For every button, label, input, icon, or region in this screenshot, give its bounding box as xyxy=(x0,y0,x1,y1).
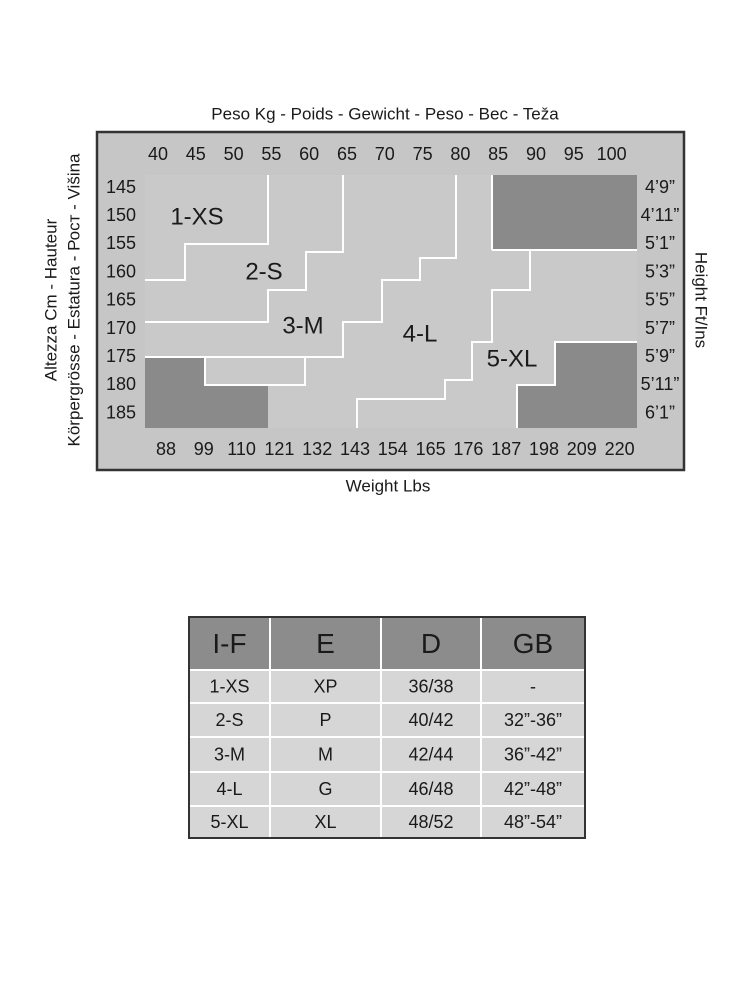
table-cell: 48”-54” xyxy=(504,812,562,832)
table-cell: XL xyxy=(314,812,336,832)
kg-label: 95 xyxy=(564,144,584,164)
kg-label: 75 xyxy=(413,144,433,164)
size-label: 4-L xyxy=(403,320,438,347)
lbs-label: 154 xyxy=(378,439,408,459)
lbs-label: 88 xyxy=(156,439,176,459)
kg-label: 70 xyxy=(375,144,395,164)
size-table xyxy=(188,616,586,839)
cm-label: 155 xyxy=(106,233,136,253)
table-header-bg xyxy=(190,618,584,670)
kg-label: 85 xyxy=(488,144,508,164)
out-of-range-area xyxy=(492,175,637,250)
ft-label: 5’3” xyxy=(645,261,675,281)
lbs-label: 121 xyxy=(264,439,294,459)
ft-label: 4’11” xyxy=(641,205,680,225)
cm-label: 175 xyxy=(106,346,136,366)
lbs-label: 209 xyxy=(567,439,597,459)
lbs-label: 187 xyxy=(491,439,521,459)
table-cell: G xyxy=(318,779,332,799)
table-cell: - xyxy=(530,676,536,696)
lbs-label: 143 xyxy=(340,439,370,459)
table-cell: P xyxy=(319,710,331,730)
lbs-label: 165 xyxy=(416,439,446,459)
table-cell: 1-XS xyxy=(209,676,249,696)
ft-label: 5’5” xyxy=(645,290,675,310)
size-label: 1-XS xyxy=(170,203,223,230)
size-label: 2-S xyxy=(245,258,282,285)
table-cell: 40/42 xyxy=(408,710,453,730)
ft-label: 5’9” xyxy=(645,346,675,366)
lbs-label: 110 xyxy=(227,439,256,459)
table-cell: 2-S xyxy=(215,710,243,730)
ft-label: 5’11” xyxy=(641,374,680,394)
table-cell: 42/44 xyxy=(408,744,453,764)
ft-label: 5’1” xyxy=(645,233,675,253)
kg-label: 50 xyxy=(224,144,244,164)
cm-label: 170 xyxy=(106,318,136,338)
size-boundaries xyxy=(145,175,637,428)
cm-label: 145 xyxy=(106,177,136,197)
cm-label: 165 xyxy=(106,290,136,310)
ft-label: 4’9” xyxy=(645,177,675,197)
lbs-label: 220 xyxy=(605,439,635,459)
lbs-label: 99 xyxy=(194,439,214,459)
bottom-label: Weight Lbs xyxy=(346,476,431,495)
table-cell: 48/52 xyxy=(408,812,453,832)
table-cell: XP xyxy=(313,676,337,696)
table-header-cell: D xyxy=(421,628,441,659)
cm-label: 180 xyxy=(106,374,136,394)
right-label: Height Ft/Ins xyxy=(692,252,711,348)
cm-label: 185 xyxy=(106,402,136,422)
table-cell: 42”-48” xyxy=(504,779,562,799)
table-header-cell: I-F xyxy=(212,628,246,659)
kg-label: 65 xyxy=(337,144,357,164)
ft-label: 6’1” xyxy=(645,402,675,422)
cm-label: 160 xyxy=(106,261,136,281)
table-cell: 3-M xyxy=(214,744,245,764)
cm-label: 150 xyxy=(106,205,136,225)
size-label: 5-XL xyxy=(487,345,538,372)
kg-label: 55 xyxy=(261,144,281,164)
table-header-cell: GB xyxy=(513,628,553,659)
kg-label: 45 xyxy=(186,144,206,164)
out-of-range-area xyxy=(145,357,268,428)
table-cell: 46/48 xyxy=(408,779,453,799)
left-label: Körpergrösse - Estatura - Рост - Višina xyxy=(64,153,83,447)
top-label: Peso Kg - Poids - Gewicht - Peso - Bec -… xyxy=(211,104,559,123)
kg-label: 60 xyxy=(299,144,319,164)
lbs-label: 132 xyxy=(302,439,332,459)
kg-label: 40 xyxy=(148,144,168,164)
kg-label: 80 xyxy=(450,144,470,164)
kg-label: 100 xyxy=(597,144,627,164)
out-of-range-area xyxy=(517,342,637,428)
table-cell: 5-XL xyxy=(210,812,248,832)
table-cell: M xyxy=(318,744,333,764)
kg-label: 90 xyxy=(526,144,546,164)
lbs-label: 198 xyxy=(529,439,559,459)
table-cell: 36/38 xyxy=(408,676,453,696)
lbs-label: 176 xyxy=(453,439,483,459)
left-label: Altezza Cm - Hauteur xyxy=(41,218,60,381)
table-cell: 36”-42” xyxy=(504,744,562,764)
size-label: 3-M xyxy=(282,312,323,339)
table-cell: 4-L xyxy=(216,779,242,799)
ft-label: 5’7” xyxy=(645,318,675,338)
table-header-cell: E xyxy=(316,628,335,659)
table-cell: 32”-36” xyxy=(504,710,562,730)
